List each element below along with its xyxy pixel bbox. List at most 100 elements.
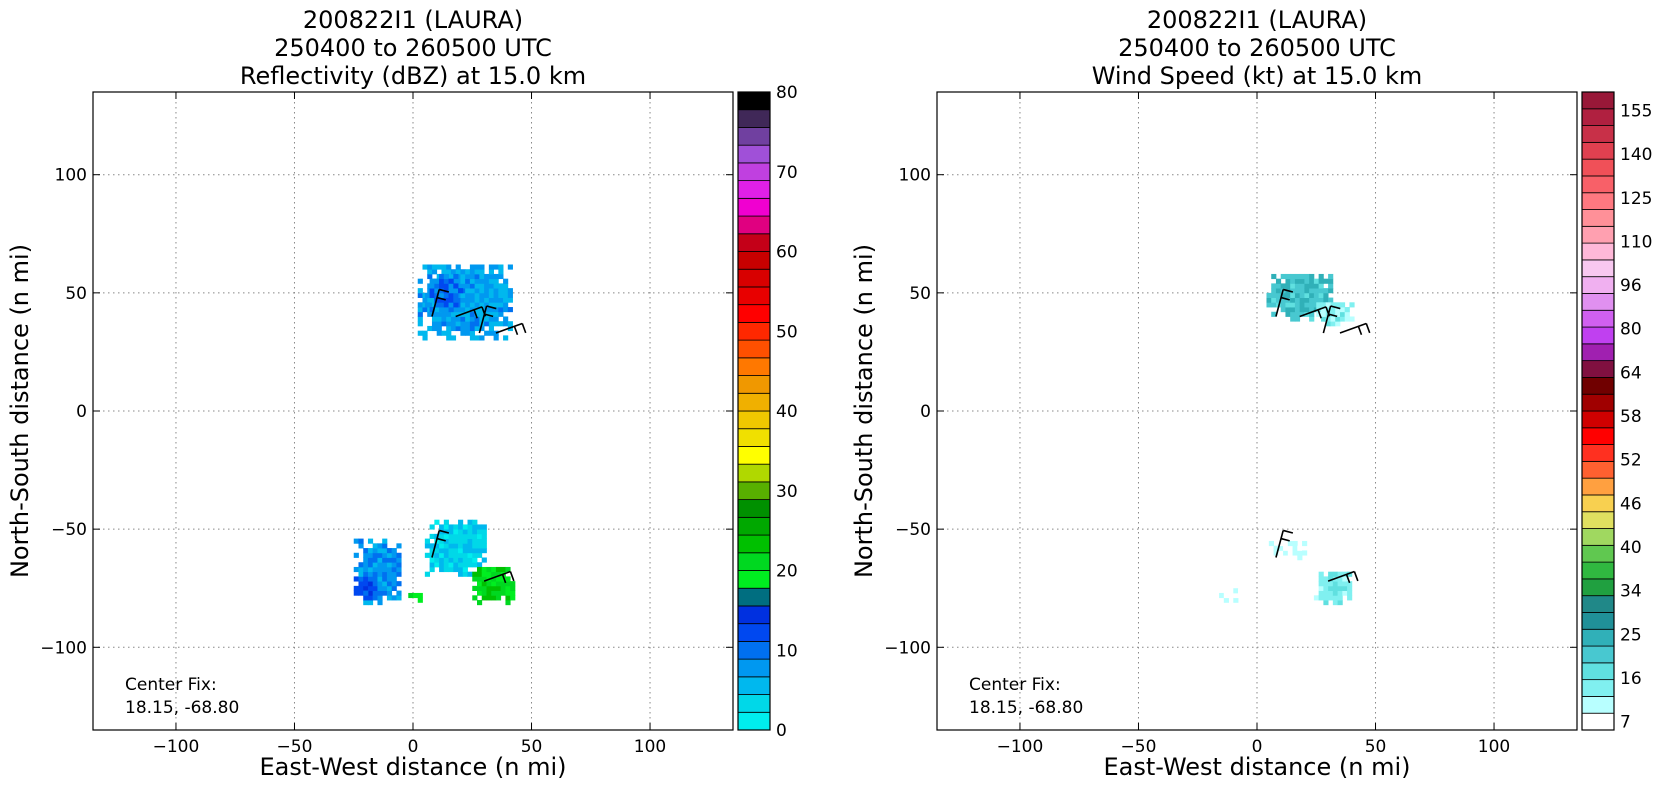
field-cell — [474, 311, 480, 317]
y-tick-label: −100 — [40, 638, 87, 658]
field-cell — [477, 576, 483, 582]
x-tick-label: 0 — [1252, 737, 1263, 757]
field-cell — [479, 292, 485, 298]
field-cell — [493, 307, 499, 313]
field-cell — [472, 524, 478, 530]
field-cell — [443, 548, 449, 554]
panel-title-line3: Reflectivity (dBZ) at 15.0 km — [240, 62, 586, 90]
field-cell — [1271, 273, 1277, 280]
field-cell — [358, 581, 364, 587]
field-cell — [1290, 273, 1296, 280]
colorbar-segment — [1581, 259, 1615, 278]
field-cell — [488, 316, 494, 322]
field-cell — [1318, 288, 1324, 294]
field-cell — [488, 330, 494, 336]
field-cell — [1233, 592, 1239, 599]
field-cell — [1309, 307, 1315, 313]
field-cell — [503, 292, 509, 298]
field-cell — [434, 562, 440, 568]
colorbar-tick-label: 70 — [776, 163, 798, 183]
field-cell — [377, 576, 383, 582]
field-cell — [417, 597, 423, 603]
field-cell — [453, 273, 459, 280]
field-cell — [1271, 297, 1277, 303]
field-cell — [481, 590, 487, 596]
field-cell — [1304, 283, 1310, 289]
colorbar-segment — [737, 286, 771, 306]
field-cell — [382, 576, 388, 582]
field-cell — [441, 264, 447, 270]
field-cell — [431, 269, 438, 275]
wind-barbs — [1275, 288, 1371, 584]
field-cell — [465, 292, 471, 298]
field-cell — [477, 590, 483, 596]
field-cell — [498, 321, 504, 327]
field-cell — [372, 590, 378, 596]
field-cell — [372, 571, 378, 577]
field-cell — [1339, 307, 1346, 313]
field-cell — [1332, 600, 1338, 606]
field-cell — [434, 283, 440, 289]
field-cell — [503, 288, 509, 294]
field-cell — [450, 335, 457, 341]
field-cell — [1323, 600, 1329, 606]
panel-title-line1: 200822I1 (LAURA) — [303, 6, 523, 34]
field-cell — [1294, 292, 1301, 298]
field-cell — [1304, 302, 1310, 308]
field-cell — [386, 590, 393, 596]
field-cell — [450, 316, 457, 322]
field-cell — [391, 595, 397, 601]
field-cell — [1328, 581, 1334, 587]
field-cell — [358, 576, 364, 582]
field-cell — [386, 562, 393, 568]
field-cell — [467, 557, 473, 563]
field-cell — [498, 269, 504, 275]
field-cell — [500, 590, 506, 596]
field-cell — [462, 529, 468, 535]
field-cell — [500, 585, 506, 591]
field-cell — [436, 316, 442, 322]
field-cell — [1323, 297, 1329, 303]
field-cell — [386, 595, 393, 601]
y-axis-label: North-South distance (n mi) — [850, 244, 878, 578]
field-cell — [358, 571, 364, 577]
field-cell — [1292, 550, 1298, 556]
colorbar-segment — [1581, 645, 1615, 664]
field-cell — [1313, 283, 1320, 289]
field-cell — [372, 585, 378, 591]
field-cell — [1330, 302, 1336, 308]
field-cell — [367, 600, 374, 606]
field-cell — [484, 278, 490, 284]
field-cell — [479, 316, 485, 322]
field-cell — [382, 590, 388, 596]
field-cell — [1313, 288, 1320, 294]
colorbar-tick-label: 64 — [1620, 363, 1642, 383]
field-cell — [462, 562, 468, 568]
field-cell — [382, 581, 388, 587]
field-cell — [422, 330, 428, 336]
colorbar-tick-label: 30 — [776, 482, 798, 502]
field-cell — [1347, 595, 1353, 601]
field-cell — [469, 264, 476, 270]
field-cell — [386, 576, 393, 582]
field-cell — [505, 581, 511, 587]
field-cell — [448, 307, 454, 313]
field-cell — [450, 321, 457, 327]
x-tick-label: −50 — [1121, 737, 1157, 757]
field-cell — [1297, 550, 1303, 556]
field-cell — [424, 302, 430, 308]
field-cell — [450, 269, 457, 275]
colorbar-tick-label: 110 — [1620, 232, 1652, 252]
field-cell — [1318, 292, 1324, 298]
panel-title-line3: Wind Speed (kt) at 15.0 km — [1092, 62, 1423, 90]
wind-barb — [483, 570, 515, 584]
field-cell — [1271, 288, 1277, 294]
field-cell — [1339, 311, 1346, 317]
field-cell — [1280, 283, 1286, 289]
field-cell — [481, 548, 487, 554]
field-cell — [1335, 302, 1341, 308]
field-cell — [458, 571, 464, 577]
field-cell — [439, 562, 445, 568]
field-cell — [453, 288, 459, 294]
field-cell — [1304, 288, 1310, 294]
